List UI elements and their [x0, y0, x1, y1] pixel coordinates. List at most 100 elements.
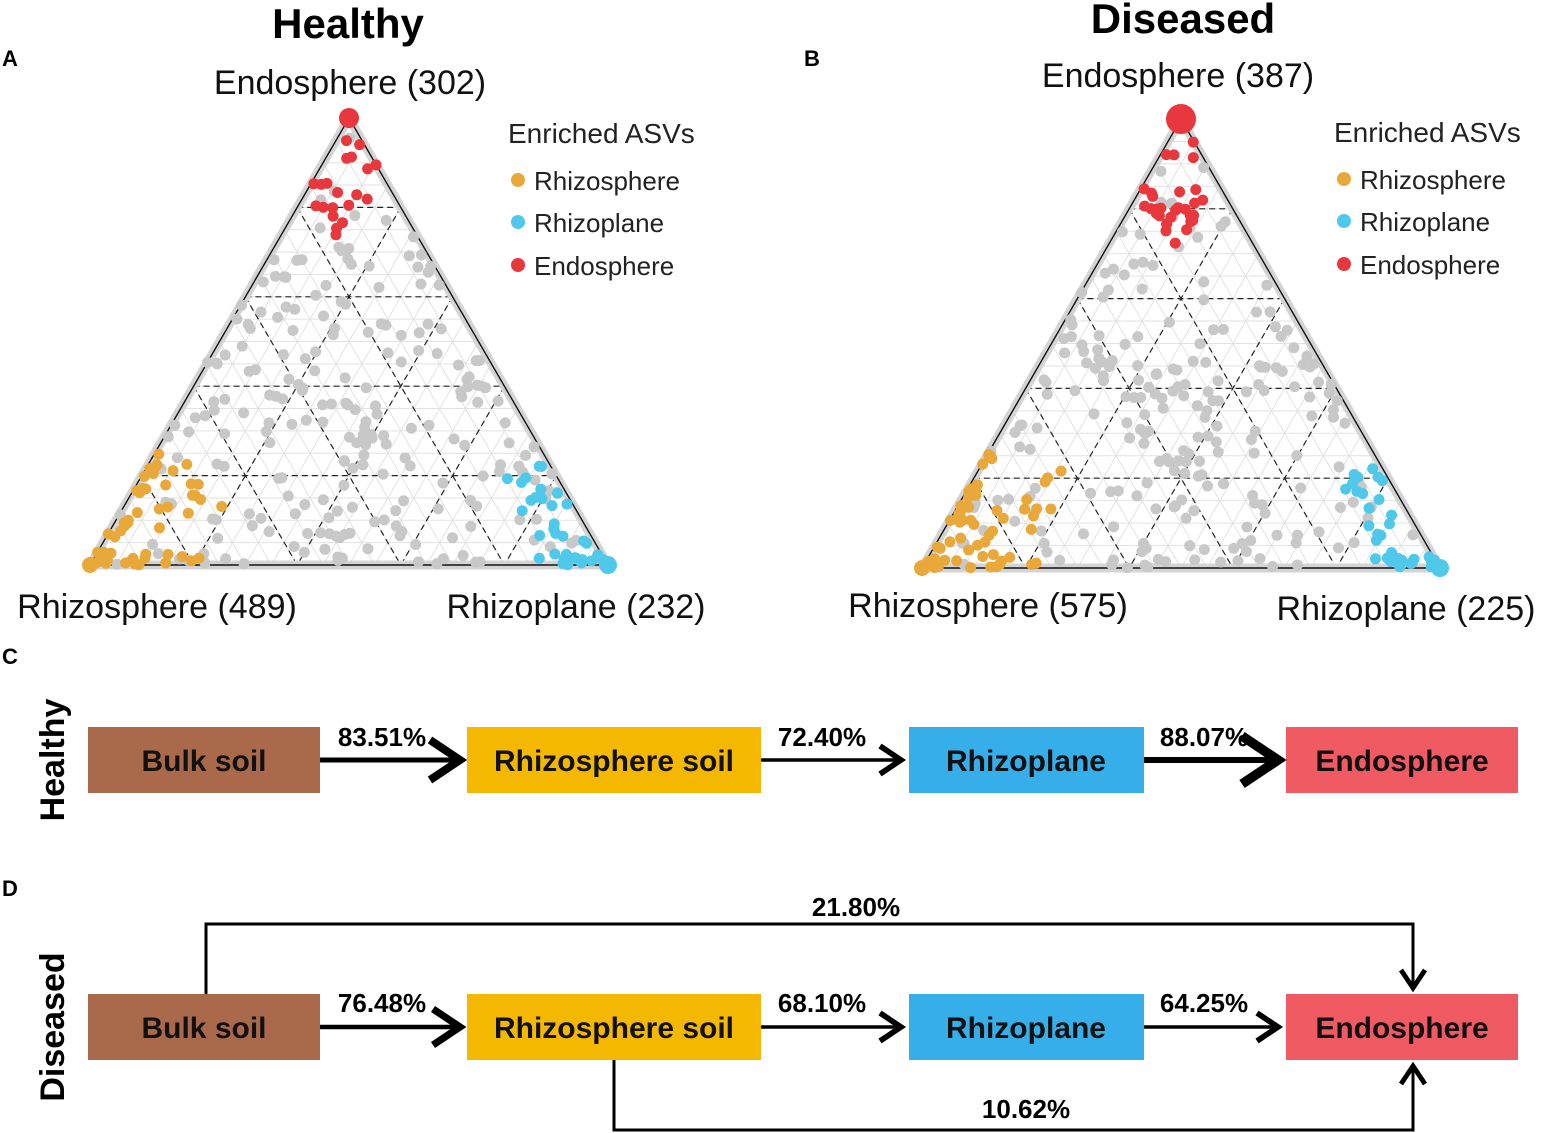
neutral-point-b [1102, 284, 1114, 296]
neutral-point-b [1076, 339, 1088, 351]
neutral-point-a [263, 417, 275, 429]
panel-title-diseased: Diseased [1091, 0, 1275, 42]
rhizosphere-point-b [1019, 503, 1031, 515]
neutral-point-b [1313, 376, 1325, 388]
endosphere-point-b [1174, 186, 1186, 198]
pct-bypass-bottom-d: 10.62% [982, 1094, 1070, 1124]
neutral-point-b [1192, 231, 1204, 243]
neutral-point-b [1120, 391, 1132, 403]
neutral-point-a [162, 431, 174, 443]
neutral-point-a [255, 306, 267, 318]
legend-b: Enriched ASVs Rhizosphere Rhizoplane End… [1334, 117, 1521, 280]
neutral-point-b [1081, 357, 1093, 369]
neutral-point-a [405, 422, 417, 434]
endosphere-point-b [1189, 197, 1201, 209]
neutral-point-a [448, 433, 460, 445]
neutral-point-b [1103, 361, 1115, 372]
neutral-point-b [1334, 502, 1346, 513]
rhizosphere-point-a [162, 548, 174, 560]
fine-gridline-a [283, 229, 479, 566]
rhizoplane-point-b [1367, 463, 1379, 475]
rhizoplane-point-a [520, 472, 532, 484]
neutral-point-a [492, 395, 504, 407]
neutral-point-b [1304, 391, 1316, 403]
row-label-healthy: Healthy [34, 699, 72, 822]
neutral-point-a [270, 390, 282, 402]
neutral-point-a [219, 349, 231, 361]
neutral-point-a [244, 323, 256, 334]
rhizosphere-point-a [153, 448, 165, 460]
neutral-point-a [398, 495, 410, 507]
rhizoplane-point-a [557, 558, 569, 570]
panel-letter-b: B [804, 46, 820, 71]
neutral-point-a [291, 254, 303, 266]
neutral-point-b [1163, 456, 1175, 468]
neutral-point-a [373, 281, 385, 293]
fine-gridline-b [1051, 231, 1247, 569]
rhizosphere-point-b [931, 541, 943, 553]
neutral-point-b [1240, 546, 1252, 557]
neutral-point-b [1228, 542, 1240, 554]
vertex-label-left-b: Rhizosphere (575) [848, 587, 1128, 625]
neutral-point-a [288, 541, 300, 552]
neutral-point-a [220, 553, 232, 565]
endosphere-point-a [351, 189, 363, 201]
neutral-point-a [457, 550, 469, 561]
neutral-point-a [431, 348, 443, 359]
fine-gridline-b [1102, 275, 1273, 569]
neutral-point-b [1131, 490, 1143, 502]
rhizosphere-point-b [985, 561, 997, 573]
endosphere-point-b [1181, 224, 1193, 236]
pct-rhizosphere-to-rhizoplane-d: 68.10% [778, 988, 866, 1018]
endosphere-point-a [343, 199, 355, 211]
neutral-point-b [1121, 417, 1133, 429]
dashed-gridline-a [193, 207, 402, 566]
rhizosphere-point-a [151, 459, 163, 471]
arrow-bypass-rhizosphere-to-endosphere-d [612, 1060, 1427, 1132]
rhizosphere-point-a [109, 531, 121, 543]
fine-gridline-a [219, 341, 350, 566]
dashed-gridline-b [1025, 388, 1130, 569]
rhizoplane-point-a [533, 460, 545, 472]
vertex-label-top-b: Endosphere (387) [1042, 57, 1314, 95]
dashed-gridline-a [193, 385, 298, 566]
neutral-point-b [1189, 554, 1201, 566]
neutral-point-a [317, 494, 329, 506]
neutral-point-a [339, 372, 351, 384]
neutral-point-b [1331, 395, 1343, 407]
fine-gridline-a [426, 408, 518, 566]
neutral-point-a [277, 349, 289, 361]
neutral-point-a [199, 410, 211, 422]
neutral-point-b [1138, 437, 1150, 449]
rhizosphere-vertex-point-a [82, 557, 98, 573]
rhizosphere-point-b [1045, 503, 1057, 515]
neutral-point-b [1297, 359, 1309, 371]
panel-title-healthy: Healthy [272, 0, 424, 47]
dashed-gridline-b [1025, 208, 1234, 569]
neutral-point-a [208, 404, 220, 416]
neutral-point-a [219, 393, 231, 405]
rhizosphere-point-a [167, 465, 179, 477]
neutral-point-b [1038, 537, 1050, 549]
neutral-point-b [1105, 486, 1117, 498]
rhizosphere-point-b [944, 514, 956, 526]
neutral-point-a [351, 437, 363, 449]
neutral-point-a [299, 353, 311, 365]
neutral-point-b [1313, 526, 1325, 538]
neutral-point-a [465, 520, 477, 532]
neutral-point-a [210, 514, 222, 526]
neutral-point-a [334, 532, 346, 544]
neutral-point-a [413, 345, 425, 357]
neutral-point-a [318, 310, 330, 322]
node-rhizosphere-soil-d [467, 994, 761, 1060]
panel-letter-a: A [2, 46, 18, 71]
fine-gridline-b [1167, 141, 1415, 569]
triangle-outline-b [920, 117, 1442, 569]
endosphere-point-b [1187, 214, 1199, 226]
fine-gridline-a [374, 363, 492, 566]
rhizosphere-point-b [965, 514, 977, 526]
neutral-point-a [403, 250, 415, 262]
neutral-point-a [338, 479, 350, 491]
ternary-points-b [914, 104, 1449, 577]
